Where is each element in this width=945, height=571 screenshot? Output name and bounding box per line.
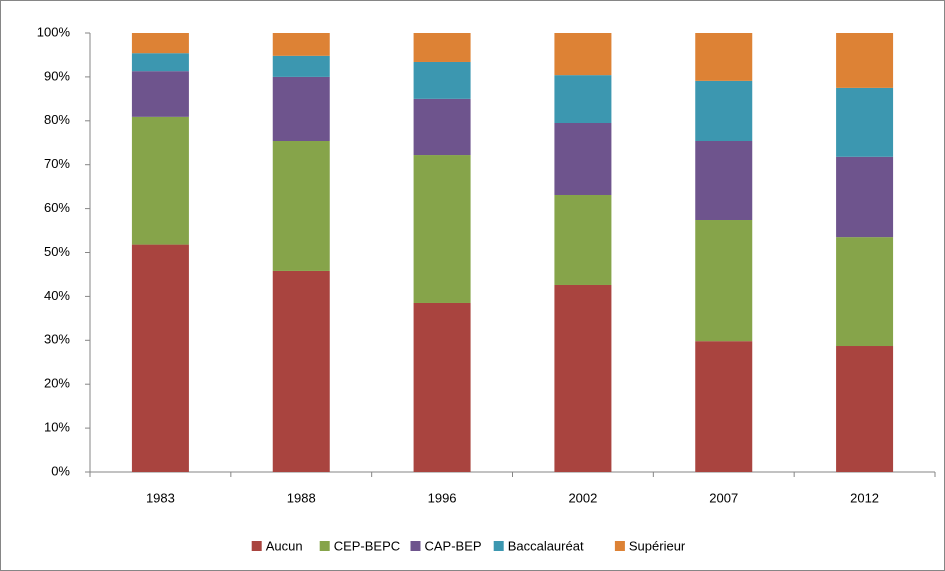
- bar-segment: [272, 55, 330, 77]
- legend-swatch: [493, 541, 504, 551]
- x-tick-label: 2012: [850, 490, 879, 505]
- y-tick-label: 0%: [51, 463, 70, 478]
- bar-segment: [695, 80, 753, 141]
- legend-label: Baccalauréat: [508, 538, 584, 553]
- bar-segment: [554, 75, 612, 123]
- bar-segment: [554, 284, 612, 472]
- bar-segment: [695, 33, 753, 81]
- y-tick-label: 100%: [37, 24, 71, 39]
- bar-segment: [695, 341, 753, 472]
- legend-label: Aucun: [266, 538, 303, 553]
- bar-segment: [554, 122, 612, 195]
- bar-segment: [131, 33, 189, 54]
- y-tick-label: 70%: [44, 156, 70, 171]
- bar-segment: [131, 116, 189, 245]
- legend-label: Supérieur: [629, 538, 686, 553]
- bar-segment: [413, 33, 471, 62]
- y-tick-label: 10%: [44, 420, 70, 435]
- y-tick-label: 30%: [44, 332, 70, 347]
- bar-segment: [695, 220, 753, 342]
- bar-segment: [413, 98, 471, 156]
- bar-segment: [836, 33, 894, 88]
- y-tick-label: 80%: [44, 112, 70, 127]
- bar-segment: [836, 87, 894, 157]
- bar-segment: [131, 71, 189, 117]
- y-tick-label: 40%: [44, 288, 70, 303]
- bar-segment: [836, 346, 894, 472]
- x-tick-label: 1983: [146, 490, 175, 505]
- x-tick-label: 1996: [428, 490, 457, 505]
- bar-segment: [131, 53, 189, 72]
- bar-segment: [836, 237, 894, 347]
- bar-segment: [272, 33, 330, 56]
- y-tick-label: 90%: [44, 68, 70, 83]
- bar-segment: [413, 61, 471, 99]
- y-tick-label: 60%: [44, 200, 70, 215]
- bar-segment: [554, 33, 612, 76]
- legend-label: CEP-BEPC: [334, 538, 400, 553]
- x-tick-label: 2007: [709, 490, 738, 505]
- bar-segment: [131, 244, 189, 472]
- bar-segment: [413, 302, 471, 472]
- legend-swatch: [319, 541, 330, 551]
- legend-swatch: [410, 541, 421, 551]
- bar-segment: [272, 270, 330, 472]
- bar-segment: [554, 194, 612, 285]
- bar-segment: [413, 155, 471, 303]
- legend-label: CAP-BEP: [425, 538, 482, 553]
- y-tick-label: 50%: [44, 244, 70, 259]
- y-tick-label: 20%: [44, 376, 70, 391]
- bar-segment: [272, 140, 330, 271]
- bar-segment: [695, 140, 753, 221]
- bar-segment: [836, 156, 894, 238]
- bar-segment: [272, 76, 330, 141]
- legend-swatch: [251, 541, 262, 551]
- legend-swatch: [614, 541, 625, 551]
- x-tick-label: 1988: [287, 490, 316, 505]
- x-tick-label: 2002: [568, 490, 597, 505]
